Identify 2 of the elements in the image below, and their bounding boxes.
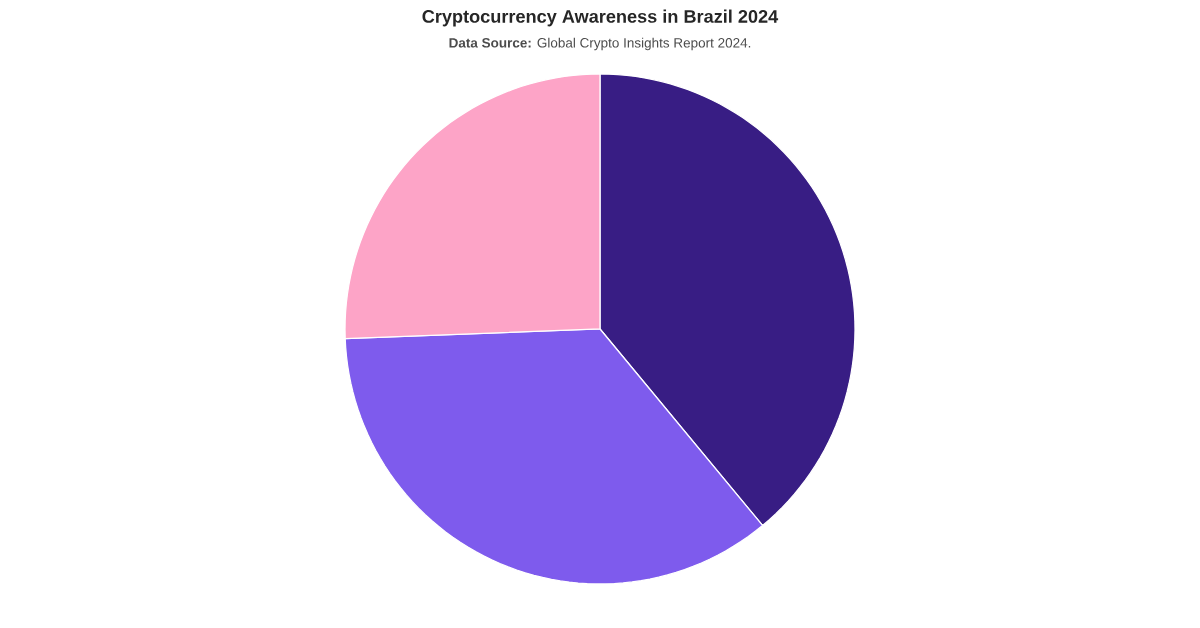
chart-subtitle: Data Source: Global Crypto Insights Report 2024.: [449, 37, 751, 51]
chart-title: Cryptocurrency Awareness in Brazil 2024: [422, 9, 779, 27]
